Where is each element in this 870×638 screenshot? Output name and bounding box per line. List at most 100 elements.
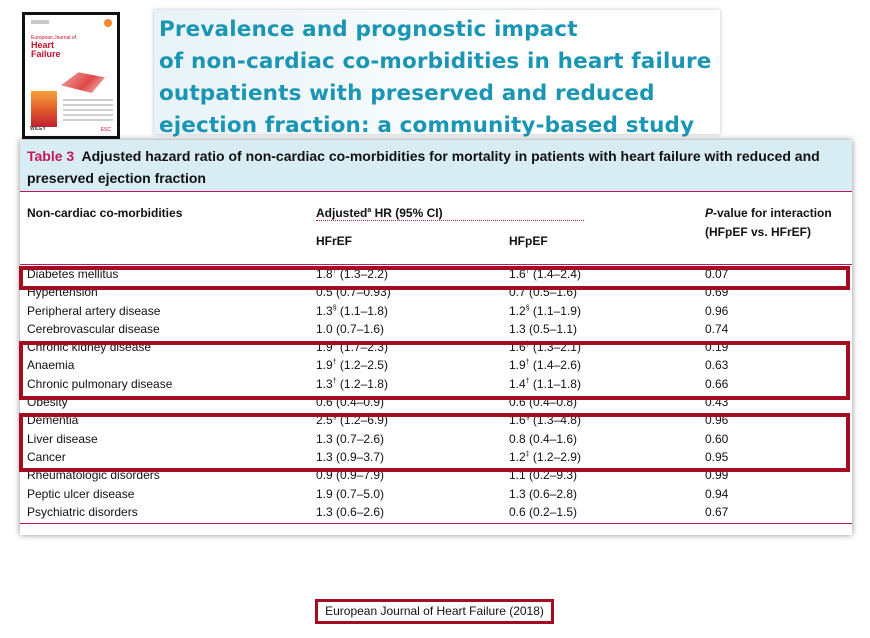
cell-hfpef-value: 0.6 (0.2–1.5) bbox=[509, 504, 578, 519]
cell-hfref: 1.3§ (1.1–1.8) bbox=[316, 304, 388, 318]
cell-p-value: 0.07 bbox=[705, 267, 729, 281]
cell-p-value: 0.74 bbox=[705, 321, 729, 336]
cell-p-value: 0.66 bbox=[705, 376, 729, 391]
cover-title-line1: Heart bbox=[31, 40, 55, 50]
cell-hfpef: 1.2‡ (1.2–2.9) bbox=[509, 450, 581, 464]
cell-condition: Chronic pulmonary disease bbox=[27, 376, 173, 391]
cover-logo-icon bbox=[104, 19, 112, 27]
cell-hfpef-value: 1.3 (0.5–1.1) bbox=[509, 321, 578, 336]
cell-condition: Psychiatric disorders bbox=[27, 504, 138, 519]
table-row: Liver disease 1.3 (0.7–2.6) 0.8 (0.4–1.6) 0… bbox=[20, 430, 852, 448]
cover-text-lines bbox=[63, 99, 113, 124]
cell-p-value: 0.95 bbox=[705, 449, 729, 464]
cell-hfpef-value: 1.9 bbox=[509, 358, 526, 373]
cell-hfref-sup: † bbox=[332, 359, 337, 367]
header-adjusted-label: Adjusted bbox=[316, 206, 368, 220]
cell-hfpef-value: 0.8 (0.4–1.6) bbox=[509, 431, 578, 446]
cell-hfref-ci: (1.1–1.8) bbox=[336, 303, 388, 318]
cell-p-value: 0.60 bbox=[705, 431, 729, 446]
cell-hfref-ci: (1.2–2.5) bbox=[336, 358, 388, 373]
cell-hfref: 1.3† (1.2–1.8) bbox=[316, 377, 388, 391]
cover-small-title: European Journal of bbox=[31, 35, 77, 41]
header-p-italic: P bbox=[705, 206, 714, 220]
table-bottom-rule bbox=[20, 523, 852, 524]
cell-condition: Anaemia bbox=[27, 358, 75, 373]
cell-hfpef-sup: † bbox=[525, 377, 530, 385]
cover-color-block bbox=[31, 91, 57, 127]
cell-hfref-value: 1.3 (0.9–3.7) bbox=[316, 449, 385, 464]
cell-hfpef-value: 1.2 bbox=[509, 449, 526, 464]
cell-hfref-value: 1.3 bbox=[316, 303, 333, 318]
table-header: Non-cardiac co-morbidities Adjusteda HR … bbox=[20, 192, 852, 265]
table-row: Diabetes mellitus 1.8† (1.3–2.2) 1.6† (1.4… bbox=[20, 265, 852, 283]
cell-hfref: 1.8† (1.3–2.2) bbox=[316, 267, 388, 281]
cell-hfpef-ci: (1.4–2.4) bbox=[529, 267, 581, 281]
highlight-dementia-liver-cancer bbox=[19, 413, 850, 472]
cell-hfref: 1.3 (0.6–2.6) bbox=[316, 505, 384, 519]
header-p-value: P-value for interaction bbox=[705, 206, 832, 220]
header-p-value-line2: (HFpEF vs. HFrEF) bbox=[705, 225, 812, 239]
cell-hfpef-ci: (1.2–2.9) bbox=[529, 449, 581, 464]
cover-journal-title: European Journal of Heart Failure bbox=[31, 35, 76, 59]
cell-hfref-sup: § bbox=[332, 304, 337, 312]
cell-hfref-sup: † bbox=[332, 377, 337, 385]
cell-hfpef-sup: † bbox=[525, 268, 530, 275]
highlight-diabetes bbox=[19, 266, 850, 290]
table-row: Psychiatric disorders 1.3 (0.6–2.6) 0.6 (0… bbox=[20, 503, 852, 521]
highlight-kidney-anaemia-pulmonary bbox=[19, 341, 850, 400]
cell-hfref-value: 1.3 (0.7–2.6) bbox=[316, 431, 385, 446]
cell-hfpef-value: 1.6 bbox=[509, 267, 526, 281]
cell-hfpef: 1.6† (1.4–2.4) bbox=[509, 267, 581, 281]
cell-hfref-value: 1.8 bbox=[316, 267, 333, 281]
cell-hfpef-sup: ‡ bbox=[525, 450, 530, 458]
cell-hfpef-sup: § bbox=[525, 304, 530, 312]
cell-hfpef-sup: † bbox=[525, 359, 530, 367]
table-caption: Table 3 Adjusted hazard ratio of non-car… bbox=[20, 140, 852, 192]
cell-condition: Cerebrovascular disease bbox=[27, 321, 160, 336]
cell-hfpef: 1.4† (1.1–1.8) bbox=[509, 377, 581, 391]
cell-condition: Peptic ulcer disease bbox=[27, 486, 135, 501]
cell-hfref: 1.3 (0.9–3.7) bbox=[316, 450, 384, 464]
cell-hfpef-ci: (1.1–1.8) bbox=[529, 376, 581, 391]
cell-hfref-ci: (1.2–1.8) bbox=[336, 376, 388, 391]
cell-hfpef-ci: (1.4–2.6) bbox=[529, 358, 581, 373]
article-title: Prevalence and prognostic impact of non-… bbox=[159, 17, 712, 138]
cell-hfref-value: 1.0 (0.7–1.6) bbox=[316, 321, 385, 336]
cell-p-value: 0.63 bbox=[705, 358, 729, 373]
cover-header-strip bbox=[31, 20, 49, 24]
cell-hfpef-value: 1.4 bbox=[509, 376, 526, 391]
journal-cover-image: European Journal of Heart Failure WILEY … bbox=[22, 12, 120, 139]
cell-hfpef: 0.8 (0.4–1.6) bbox=[509, 432, 577, 446]
cell-hfref-value: 1.9 (0.7–5.0) bbox=[316, 486, 385, 501]
cell-hfref: 1.9† (1.2–2.5) bbox=[316, 358, 388, 372]
table-panel: Table 3 Adjusted hazard ratio of non-car… bbox=[20, 140, 852, 535]
cell-hfpef-sup: § bbox=[525, 414, 530, 422]
cell-hfpef: 1.9† (1.4–2.6) bbox=[509, 358, 581, 372]
table-row: Cancer 1.3 (0.9–3.7) 1.2‡ (1.2–2.9) 0.95 bbox=[20, 448, 852, 466]
cell-hfref-sup: † bbox=[332, 268, 337, 275]
cover-society-logo: ESC bbox=[100, 127, 111, 133]
cell-hfpef-value: 1.2 bbox=[509, 303, 526, 318]
article-title-box: Prevalence and prognostic impact of non-… bbox=[154, 10, 720, 138]
cell-condition: Diabetes mellitus bbox=[27, 267, 119, 281]
header-adjusted-rest: HR (95% CI) bbox=[371, 206, 443, 220]
cell-hfref: 1.0 (0.7–1.6) bbox=[316, 322, 384, 336]
citation-label: European Journal of Heart Failure (2018) bbox=[315, 599, 554, 624]
header-adjusted-hr: Adjusteda HR (95% CI) bbox=[316, 206, 443, 220]
cell-hfref-value: 1.3 (0.6–2.6) bbox=[316, 504, 385, 519]
cell-hfpef: 1.3 (0.6–2.8) bbox=[509, 487, 577, 501]
cell-hfref: 1.9 (0.7–5.0) bbox=[316, 487, 384, 501]
cell-condition: Peripheral artery disease bbox=[27, 303, 161, 318]
cell-hfref-ci: (1.3–2.2) bbox=[336, 267, 388, 281]
header-hfref: HFrEF bbox=[316, 234, 352, 248]
cell-hfpef: 0.6 (0.2–1.5) bbox=[509, 505, 577, 519]
table-row: Peptic ulcer disease 1.9 (0.7–5.0) 1.3 (0.… bbox=[20, 485, 852, 503]
cell-condition: Liver disease bbox=[27, 431, 98, 446]
cell-hfref-value: 1.3 bbox=[316, 376, 333, 391]
table-row: Peripheral artery disease 1.3§ (1.1–1.8) 1… bbox=[20, 302, 852, 320]
cell-p-value: 0.94 bbox=[705, 486, 729, 501]
cell-hfref-sup: § bbox=[332, 414, 337, 422]
cell-hfpef: 1.2§ (1.1–1.9) bbox=[509, 304, 581, 318]
table-row: Anaemia 1.9† (1.2–2.5) 1.9† (1.4–2.6) 0.63 bbox=[20, 356, 852, 374]
cell-condition: Cancer bbox=[27, 449, 66, 464]
